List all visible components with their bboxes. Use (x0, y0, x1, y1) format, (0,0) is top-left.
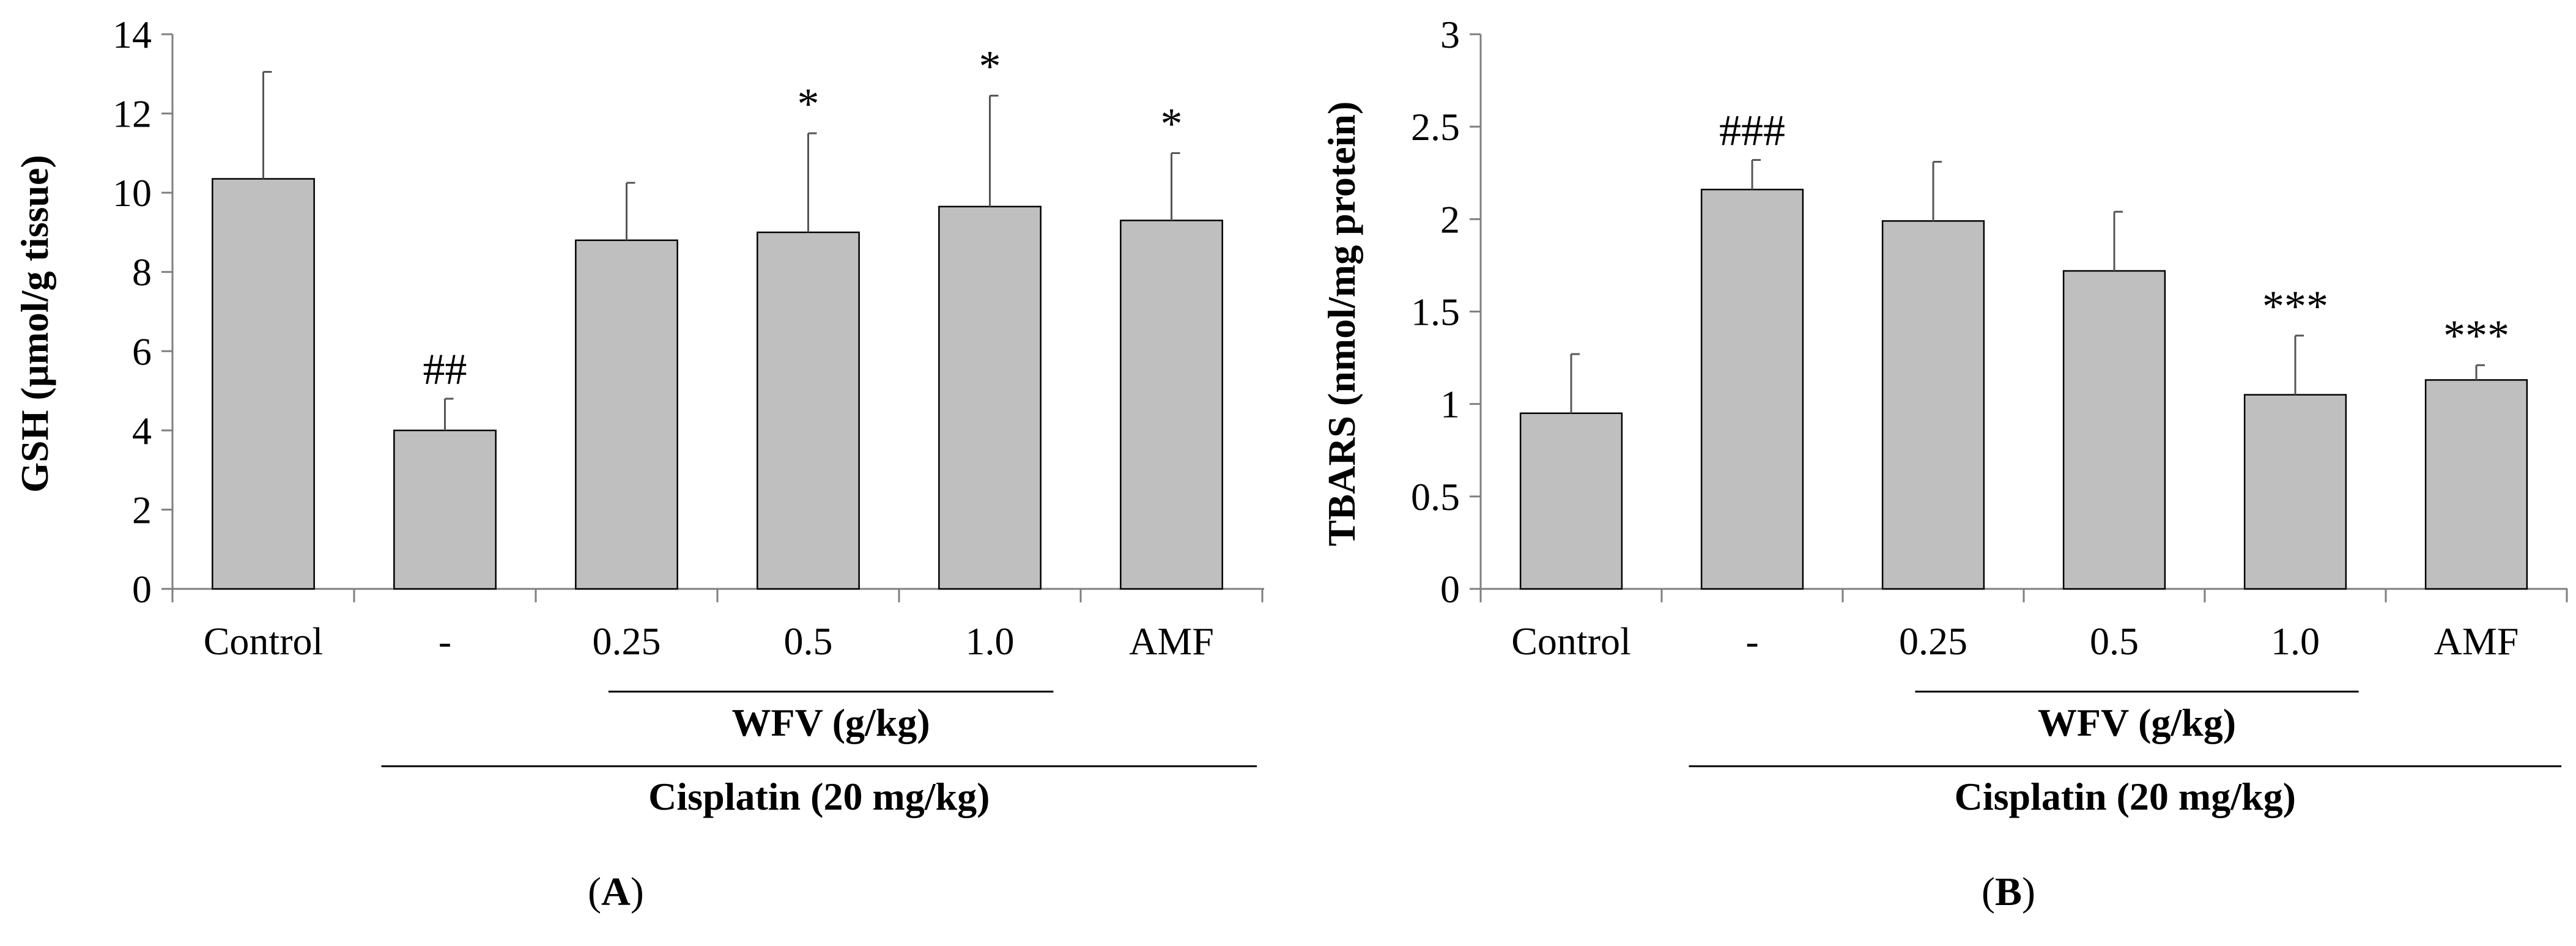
y-axis-label: GSH (µmol/g tissue) (13, 155, 56, 492)
y-tick-label: 2 (1440, 198, 1460, 241)
chart-panel-a: 0 2 4 6 8 10 12 14 GSH (µmol/g tissue) Control ## -… (13, 13, 1264, 914)
bar (393, 429, 497, 590)
y-tick-label: 4 (132, 409, 152, 453)
bar (1881, 220, 1985, 590)
y-tick-label: 3 (1440, 13, 1460, 56)
bar (938, 205, 1042, 590)
bar (212, 178, 315, 590)
y-tick-label: 0.5 (1411, 475, 1460, 519)
x-tick-label: 0.25 (1899, 619, 1967, 663)
x-tick-label: Control (204, 619, 324, 663)
y-tick-label: 0 (1440, 567, 1460, 611)
bar (757, 231, 860, 590)
significance-label: * (979, 42, 1001, 91)
y-tick-label: 2 (132, 488, 152, 531)
y-tick-label: 8 (132, 251, 152, 294)
group-label: Cisplatin (20 mg/kg) (1955, 775, 2296, 818)
y-tick-label: 2.5 (1411, 105, 1460, 149)
significance-label: ### (1719, 106, 1785, 155)
bar (1120, 220, 1223, 590)
bar (575, 239, 678, 590)
x-tick-label: - (1745, 619, 1758, 663)
x-tick-label: 1.0 (966, 619, 1015, 663)
significance-label: *** (2443, 311, 2509, 360)
significance-label: * (798, 79, 820, 128)
significance-label: *** (2262, 282, 2328, 331)
y-tick-label: 10 (113, 171, 152, 215)
x-tick-label: Control (1511, 619, 1631, 663)
group-label: Cisplatin (20 mg/kg) (648, 775, 990, 818)
panel-label: (B) (1982, 870, 2035, 914)
bar (2243, 394, 2347, 590)
significance-label: ## (423, 345, 467, 394)
y-tick-label: 1.5 (1411, 290, 1460, 334)
y-tick-label: 14 (113, 13, 152, 56)
x-tick-label: 1.0 (2271, 619, 2320, 663)
bar (2062, 270, 2166, 590)
y-tick-label: 12 (113, 92, 152, 136)
x-tick-label: 0.5 (2090, 619, 2139, 663)
group-label: WFV (g/kg) (732, 701, 930, 744)
y-tick-label: 1 (1440, 383, 1460, 426)
bar (2424, 379, 2528, 590)
y-tick-label: 6 (132, 330, 152, 373)
x-tick-label: AMF (1129, 619, 1214, 663)
bar (1519, 412, 1623, 590)
group-label: WFV (g/kg) (2038, 701, 2236, 744)
bar (1700, 188, 1804, 590)
significance-label: * (1161, 99, 1183, 148)
x-tick-label: 0.5 (784, 619, 833, 663)
x-tick-label: - (439, 619, 451, 663)
y-tick-label: 0 (132, 567, 152, 611)
x-tick-label: 0.25 (593, 619, 661, 663)
chart-panel-b: 0 0.5 1 1.5 2 2.5 3 TBARS (nmol/mg protein) Cont… (1320, 13, 2568, 914)
x-tick-label: AMF (2434, 619, 2519, 663)
panel-label: (A) (588, 870, 644, 914)
y-axis-label: TBARS (nmol/mg protein) (1320, 102, 1363, 547)
